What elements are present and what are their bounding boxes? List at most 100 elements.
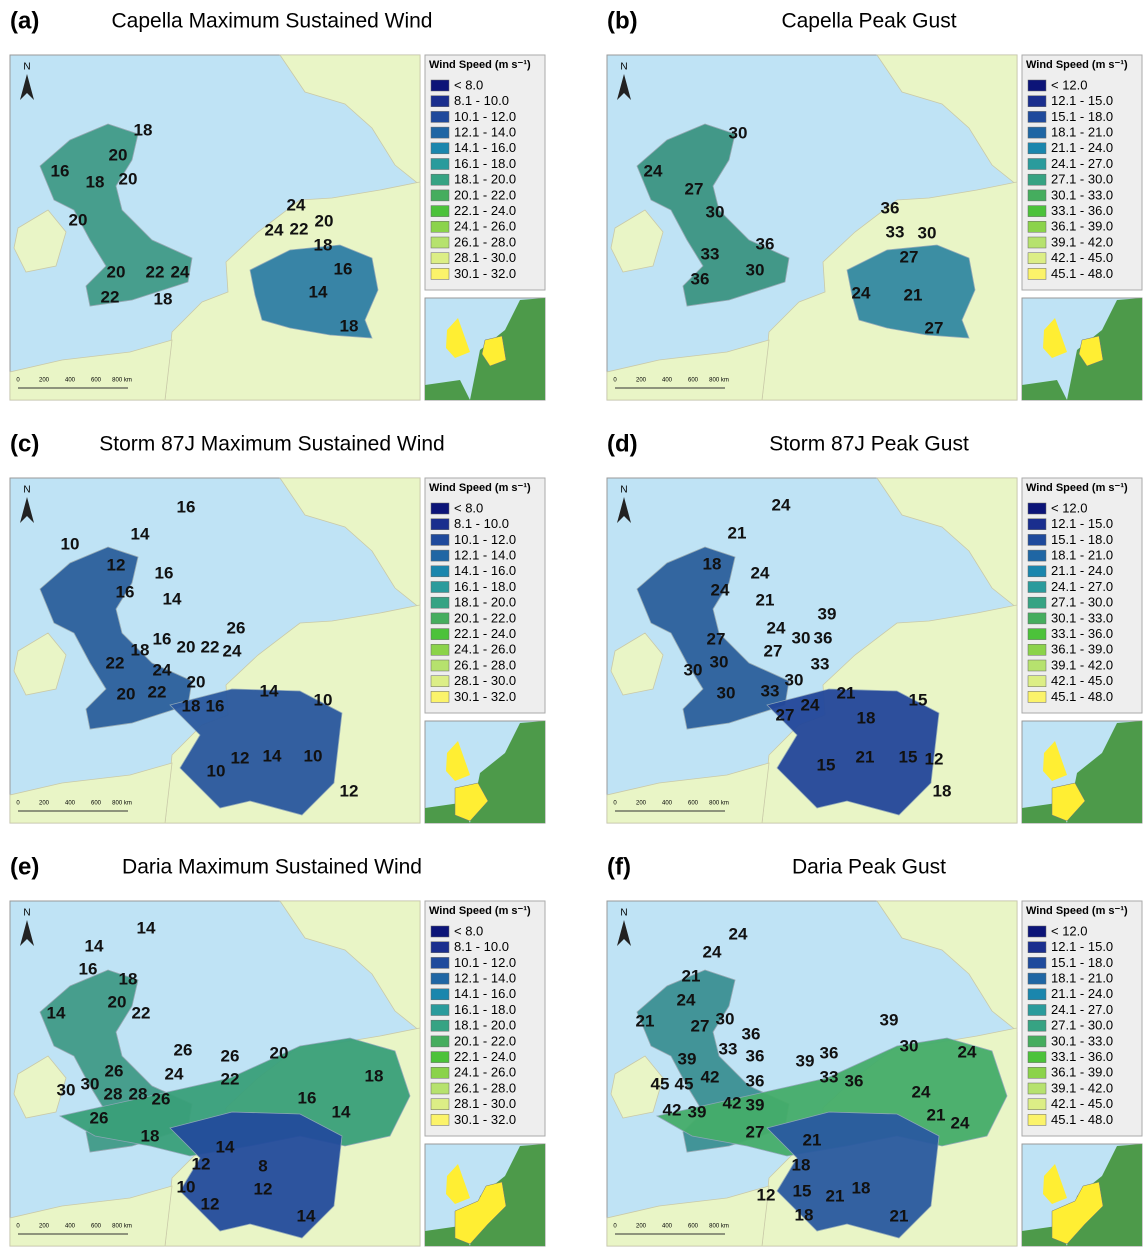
legend-swatch bbox=[1028, 80, 1046, 91]
wind-label: 36 bbox=[881, 198, 900, 217]
panel-letter: (d) bbox=[607, 430, 638, 457]
legend-swatch bbox=[431, 111, 449, 122]
wind-label: 16 bbox=[206, 696, 225, 715]
wind-label: 18 bbox=[182, 696, 201, 715]
legend-label: 8.1 - 10.0 bbox=[454, 93, 509, 108]
wind-label: 24 bbox=[153, 660, 172, 679]
wind-label: 21 bbox=[890, 1206, 909, 1225]
wind-label: 16 bbox=[153, 629, 172, 648]
legend-title: Wind Speed (m s⁻¹) bbox=[429, 482, 531, 494]
wind-label: 16 bbox=[116, 582, 135, 601]
legend-swatch bbox=[1028, 503, 1046, 514]
legend-label: 15.1 - 18.0 bbox=[1051, 532, 1113, 547]
panel-title: Daria Peak Gust bbox=[792, 856, 946, 879]
wind-label: 18 bbox=[314, 235, 333, 254]
legend-swatch bbox=[431, 644, 449, 655]
wind-label: 28 bbox=[129, 1084, 148, 1103]
legend-label: 39.1 - 42.0 bbox=[1051, 657, 1113, 672]
legend-swatch bbox=[431, 143, 449, 154]
legend-label: 36.1 - 39.0 bbox=[1051, 219, 1113, 234]
scale-label: 600 bbox=[91, 378, 102, 384]
legend-swatch bbox=[431, 268, 449, 279]
wind-label: 12 bbox=[925, 749, 944, 768]
wind-label: 18 bbox=[86, 172, 105, 191]
legend-label: 27.1 - 30.0 bbox=[1051, 172, 1113, 187]
legend-label: 10.1 - 12.0 bbox=[454, 109, 516, 124]
scale-label: 200 bbox=[636, 801, 647, 807]
legend-swatch bbox=[1028, 550, 1046, 561]
wind-label: 22 bbox=[148, 682, 167, 701]
legend-swatch bbox=[431, 237, 449, 248]
legend-label: 28.1 - 30.0 bbox=[454, 673, 516, 688]
wind-label: 24 bbox=[912, 1082, 931, 1101]
legend-swatch bbox=[431, 629, 449, 640]
wind-label: 30 bbox=[717, 683, 736, 702]
legend-label: 12.1 - 15.0 bbox=[1051, 516, 1113, 531]
wind-label: 27 bbox=[685, 179, 704, 198]
legend-label: 20.1 - 22.0 bbox=[454, 610, 516, 625]
legend-label: 24.1 - 27.0 bbox=[1051, 1002, 1113, 1017]
wind-label: 15 bbox=[793, 1181, 812, 1200]
legend-swatch bbox=[431, 534, 449, 545]
wind-label: 16 bbox=[334, 259, 353, 278]
wind-label: 26 bbox=[174, 1040, 193, 1059]
wind-label: 18 bbox=[795, 1205, 814, 1224]
wind-label: 27 bbox=[707, 629, 726, 648]
legend-swatch bbox=[1028, 1036, 1046, 1047]
wind-label: 8 bbox=[258, 1156, 267, 1175]
wind-label: 30 bbox=[710, 652, 729, 671]
wind-label: 12 bbox=[107, 555, 126, 574]
panel-title: Storm 87J Maximum Sustained Wind bbox=[99, 433, 444, 456]
legend-label: 22.1 - 24.0 bbox=[454, 1049, 516, 1064]
wind-label: 27 bbox=[691, 1016, 710, 1035]
wind-label: 26 bbox=[152, 1089, 171, 1108]
panel-title: Capella Peak Gust bbox=[781, 10, 956, 33]
panel-title: Capella Maximum Sustained Wind bbox=[112, 10, 433, 33]
wind-label: 10 bbox=[304, 746, 323, 765]
wind-label: 12 bbox=[231, 748, 250, 767]
legend-swatch bbox=[431, 660, 449, 671]
scale-label: 600 bbox=[688, 378, 699, 384]
legend-swatch bbox=[431, 1067, 449, 1078]
legend-swatch bbox=[431, 1114, 449, 1125]
wind-label: 24 bbox=[951, 1113, 970, 1132]
wind-label: 33 bbox=[701, 244, 720, 263]
scale-label: 800 km bbox=[112, 801, 132, 807]
legend-swatch bbox=[1028, 253, 1046, 264]
wind-label: 42 bbox=[701, 1067, 720, 1086]
legend-swatch bbox=[1028, 111, 1046, 122]
legend-swatch bbox=[1028, 1099, 1046, 1110]
scale-label: 400 bbox=[65, 801, 76, 807]
legend-swatch bbox=[431, 159, 449, 170]
wind-label: 33 bbox=[811, 654, 830, 673]
legend-label: 15.1 - 18.0 bbox=[1051, 109, 1113, 124]
wind-label: 36 bbox=[746, 1071, 765, 1090]
wind-label: 39 bbox=[818, 604, 837, 623]
wind-label: 14 bbox=[137, 918, 156, 937]
legend-swatch bbox=[431, 1083, 449, 1094]
legend-swatch bbox=[1028, 1083, 1046, 1094]
wind-label: 30 bbox=[706, 202, 725, 221]
legend-swatch bbox=[1028, 206, 1046, 217]
panel-title: Storm 87J Peak Gust bbox=[769, 433, 969, 456]
wind-label: 14 bbox=[85, 936, 104, 955]
legend-title: Wind Speed (m s⁻¹) bbox=[1026, 59, 1128, 71]
scale-label: 600 bbox=[688, 1224, 699, 1230]
wind-label: 18 bbox=[141, 1126, 160, 1145]
legend-label: 26.1 - 28.0 bbox=[454, 657, 516, 672]
north-label: N bbox=[620, 485, 627, 496]
wind-label: 27 bbox=[746, 1122, 765, 1141]
wind-label: 22 bbox=[201, 637, 220, 656]
legend-swatch bbox=[1028, 143, 1046, 154]
legend-swatch bbox=[431, 597, 449, 608]
legend-swatch bbox=[1028, 644, 1046, 655]
wind-label: 20 bbox=[187, 672, 206, 691]
wind-label: 24 bbox=[751, 563, 770, 582]
wind-label: 20 bbox=[117, 684, 136, 703]
wind-label: 10 bbox=[61, 534, 80, 553]
wind-label: 36 bbox=[820, 1043, 839, 1062]
wind-label: 20 bbox=[109, 145, 128, 164]
legend-label: 30.1 - 33.0 bbox=[1051, 187, 1113, 202]
panel-letter: (c) bbox=[10, 430, 39, 457]
wind-label: 30 bbox=[716, 1009, 735, 1028]
